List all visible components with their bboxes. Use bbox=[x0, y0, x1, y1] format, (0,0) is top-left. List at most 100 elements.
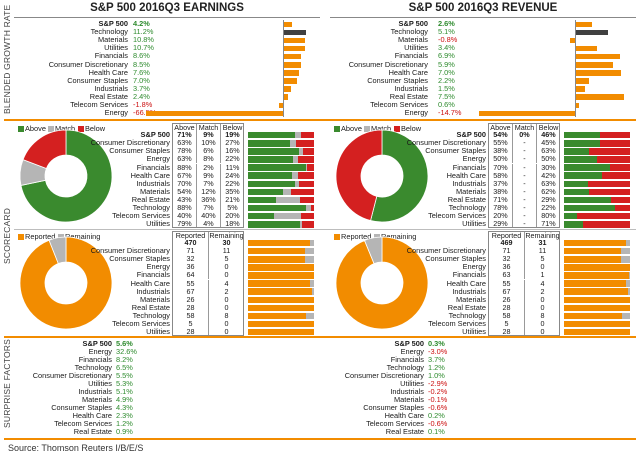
table-cell: 4% bbox=[196, 220, 220, 229]
growth-bar bbox=[575, 62, 614, 68]
stacked-bar-segment bbox=[301, 131, 314, 139]
table-cell: - bbox=[512, 155, 536, 164]
table-row-label: Technology bbox=[448, 310, 486, 320]
table-row-label: Real Estate bbox=[447, 302, 486, 312]
legend-swatch bbox=[78, 126, 84, 133]
donut-slice bbox=[364, 236, 383, 265]
table-cell: 16% bbox=[220, 147, 244, 156]
growth-bar bbox=[575, 53, 620, 60]
table-cell: 2% bbox=[196, 163, 220, 172]
growth-value: 2.4% bbox=[133, 91, 150, 101]
surprise-value: 1.0% bbox=[428, 371, 445, 380]
table-cell: 0 bbox=[208, 320, 244, 328]
surprise-value: 3.7% bbox=[428, 355, 445, 364]
stacked-bar-segment bbox=[622, 312, 630, 320]
growth-label: Financials bbox=[94, 51, 128, 61]
table-row-label: Health Care bbox=[446, 170, 486, 180]
table-row-label: Telecom Services bbox=[112, 211, 170, 221]
growth-value: -66.5% bbox=[133, 108, 157, 118]
table-row-label: Consumer Discretionary bbox=[90, 246, 170, 256]
stacked-bar-segment bbox=[248, 328, 314, 336]
stacked-bar-segment bbox=[289, 140, 297, 147]
growth-value: 11.2% bbox=[133, 27, 154, 37]
growth-value: 2.2% bbox=[438, 75, 455, 85]
stacked-bar-segment bbox=[302, 221, 314, 228]
surprise-value: 5.5% bbox=[116, 371, 133, 380]
growth-bar bbox=[479, 110, 575, 117]
growth-label: Materials bbox=[98, 35, 128, 45]
surprise-label: Telecom Services bbox=[54, 419, 112, 428]
table-row-label: Real Estate bbox=[131, 194, 170, 204]
stacked-bar-segment bbox=[305, 164, 307, 171]
stacked-bar-segment bbox=[305, 247, 314, 255]
table-cell: 8% bbox=[196, 155, 220, 164]
donut-slice bbox=[20, 129, 113, 223]
section-divider-2 bbox=[4, 336, 636, 338]
table-row-label: Energy bbox=[146, 154, 170, 164]
stacked-bar-segment bbox=[300, 212, 314, 220]
table-cell: 42% bbox=[536, 171, 560, 180]
table-cell: 46% bbox=[536, 131, 560, 140]
stacked-bar-segment bbox=[248, 221, 300, 228]
table-row-label: Utilities bbox=[146, 327, 170, 337]
stacked-bar-segment bbox=[248, 148, 300, 155]
table-cell: 22% bbox=[220, 155, 244, 164]
table-cell: 30% bbox=[536, 163, 560, 172]
stacked-bar-segment bbox=[628, 288, 630, 295]
stacked-bar-segment bbox=[589, 188, 630, 196]
stacked-bar-segment bbox=[564, 247, 622, 255]
table-row-label: Real Estate bbox=[131, 302, 170, 312]
table-cell: 5 bbox=[208, 255, 244, 264]
stacked-bar-segment bbox=[248, 288, 313, 295]
stacked-bar-segment bbox=[625, 239, 630, 247]
surprise-value: 1.2% bbox=[116, 419, 133, 428]
table-row-label: Telecom Services bbox=[428, 211, 486, 221]
growth-bar bbox=[575, 94, 624, 100]
table-row-label: S&P 500 bbox=[456, 130, 486, 140]
table-cell: 9% bbox=[196, 131, 220, 140]
donut-slice bbox=[335, 236, 429, 330]
table-cell: - bbox=[512, 220, 536, 229]
growth-value: 7.5% bbox=[438, 91, 455, 101]
stacked-bar-segment bbox=[564, 312, 622, 320]
table-cell: 11% bbox=[220, 163, 244, 172]
table-cell: 10% bbox=[196, 139, 220, 148]
stacked-bar-segment bbox=[588, 148, 630, 155]
table-cell: 2 bbox=[524, 287, 560, 296]
surprise-label: Utilities bbox=[400, 379, 424, 388]
table-cell: 0 bbox=[208, 328, 244, 337]
stacked-bar-segment bbox=[564, 180, 589, 187]
surprise-value: 4.9% bbox=[116, 395, 133, 404]
table-cell: 45% bbox=[536, 139, 560, 148]
surprise-label: Energy bbox=[400, 347, 424, 356]
legend-item: Reported bbox=[334, 232, 371, 241]
table-border bbox=[172, 231, 244, 337]
stacked-bar-segment bbox=[564, 288, 629, 295]
stacked-bar-segment bbox=[599, 131, 630, 139]
surprise-value: 2.3% bbox=[116, 411, 133, 420]
stacked-bar-segment bbox=[300, 196, 314, 204]
donut-slice bbox=[370, 129, 429, 223]
table-row-label: Telecom Services bbox=[428, 319, 486, 328]
table-cell: 1 bbox=[524, 271, 560, 280]
legend-label: Match bbox=[371, 124, 392, 133]
growth-label: Industrials bbox=[394, 83, 428, 93]
stacked-bar-segment bbox=[564, 212, 578, 220]
legend-swatch bbox=[394, 126, 400, 133]
stacked-bar-segment bbox=[309, 280, 314, 287]
table-row-label: Industrials bbox=[452, 178, 486, 188]
table-cell: 5 bbox=[524, 255, 560, 264]
surprise-value: 1.2% bbox=[428, 363, 445, 372]
surprise-label: Utilities bbox=[88, 379, 112, 388]
table-row-label: Consumer Staples bbox=[425, 254, 486, 264]
stacked-bar-segment bbox=[306, 204, 311, 212]
table-row-label: Utilities bbox=[462, 219, 486, 229]
table-cell: 80% bbox=[536, 212, 560, 221]
table-row-label: Energy bbox=[462, 154, 486, 164]
growth-label: Health Care bbox=[388, 67, 428, 77]
legend-item: Reported bbox=[18, 232, 55, 241]
stacked-bar-segment bbox=[248, 212, 275, 220]
legend-label: Remaining bbox=[381, 232, 417, 241]
surprise-value: 32.6% bbox=[116, 347, 137, 356]
table-row-label: Utilities bbox=[462, 327, 486, 337]
